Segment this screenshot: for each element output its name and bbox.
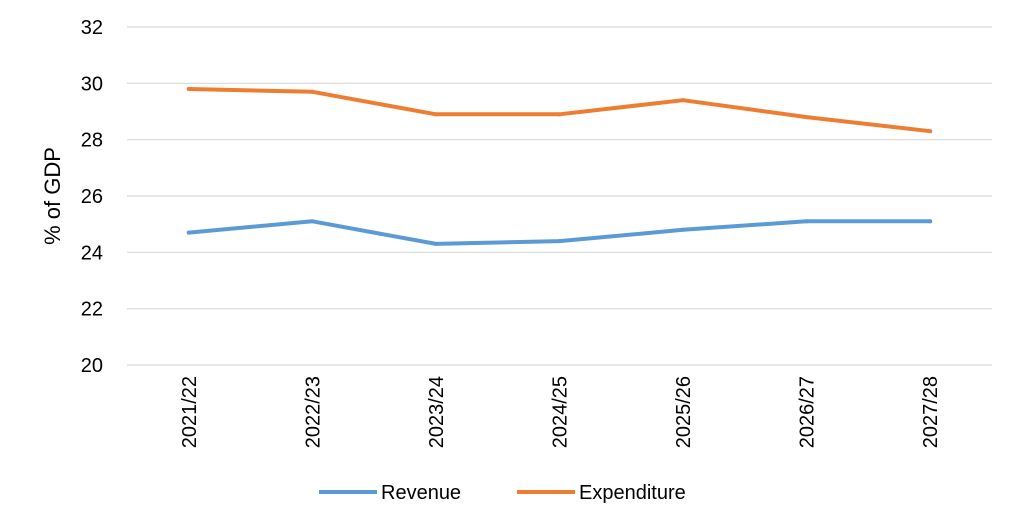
x-tick-label: 2025/26: [673, 376, 695, 448]
legend-label-expenditure: Expenditure: [579, 482, 686, 504]
x-tick-label: 2027/28: [920, 376, 942, 448]
data-point-revenue: [928, 219, 933, 224]
data-point-expenditure: [557, 112, 562, 117]
x-tick-label: 2023/24: [426, 376, 448, 448]
y-tick-label: 22: [81, 299, 103, 321]
x-tick-label: 2026/27: [797, 376, 819, 448]
y-tick-label: 26: [81, 186, 103, 208]
data-point-revenue: [310, 219, 315, 224]
y-tick-label: 20: [81, 355, 103, 377]
data-point-expenditure: [310, 89, 315, 94]
legend-label-revenue: Revenue: [381, 482, 461, 504]
data-point-revenue: [557, 239, 562, 244]
data-point-expenditure: [186, 86, 191, 91]
data-point-revenue: [804, 219, 809, 224]
data-point-revenue: [681, 227, 686, 232]
series-line-expenditure: [186, 87, 933, 134]
y-tick-label: 32: [81, 17, 103, 39]
series-lines: [186, 86, 933, 246]
data-point-expenditure: [928, 129, 933, 134]
data-point-expenditure: [433, 112, 438, 117]
y-axis-label: % of GDP: [40, 147, 65, 245]
data-point-expenditure: [681, 98, 686, 103]
y-tick-label: 24: [81, 242, 103, 264]
data-point-expenditure: [804, 115, 809, 120]
legend: Revenue Expenditure: [319, 482, 686, 504]
x-tick-label: 2022/23: [302, 376, 324, 448]
x-axis-ticks: 2021/22 2022/23 2023/24 2024/25 2025/26 2026/…: [179, 376, 942, 448]
y-tick-label: 28: [81, 130, 103, 152]
y-axis-ticks: 20 22 24 26 28 30 32: [81, 17, 103, 377]
y-tick-label: 30: [81, 73, 103, 95]
x-tick-label: 2021/22: [179, 376, 201, 448]
gridlines: [127, 26, 992, 366]
x-tick-label: 2024/25: [550, 376, 572, 448]
data-point-revenue: [433, 241, 438, 246]
data-point-revenue: [186, 230, 191, 235]
